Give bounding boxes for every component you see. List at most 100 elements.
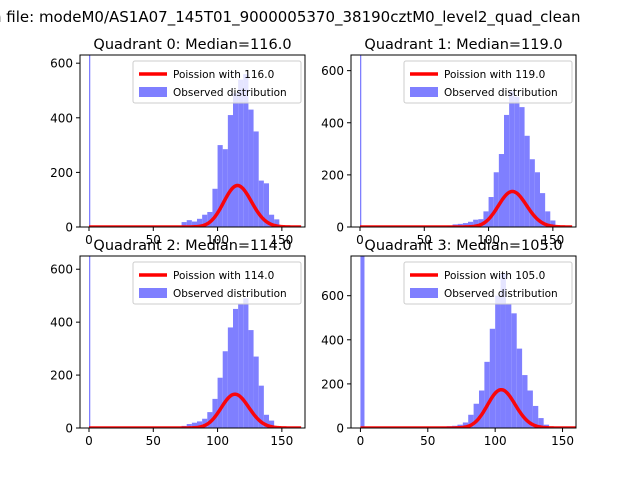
y-tick-label: 200: [321, 377, 344, 391]
histogram-bar: [269, 420, 275, 428]
histogram-bar: [263, 183, 269, 227]
x-tick-label: 150: [541, 233, 564, 247]
x-tick-label: 150: [551, 434, 574, 448]
x-tick-label: 50: [146, 434, 161, 448]
histogram-bar: [227, 327, 233, 428]
legend-observed-swatch: [139, 87, 167, 97]
histogram-bar: [484, 361, 490, 428]
histogram-bar: [197, 218, 203, 227]
histogram-bar: [258, 385, 264, 428]
histogram-bar: [212, 398, 218, 428]
histogram-bar: [207, 211, 213, 227]
histogram-bar: [258, 180, 264, 227]
y-tick-label: 0: [336, 221, 344, 235]
histogram-bar: [89, 55, 91, 227]
histogram-bar: [253, 356, 259, 428]
y-tick-label: 0: [65, 221, 73, 235]
histogram-bar: [243, 298, 249, 428]
y-tick-label: 600: [321, 64, 344, 78]
legend-poisson-label: Poission with 114.0: [173, 270, 274, 282]
histogram-bar: [222, 351, 228, 428]
legend-observed-label: Observed distribution: [444, 87, 558, 99]
histogram-bar: [269, 214, 275, 227]
x-tick-label: 150: [270, 434, 293, 448]
x-tick-label: 150: [270, 233, 293, 247]
histogram-bar: [489, 328, 496, 428]
y-tick-label: 600: [50, 263, 73, 277]
histogram-bar: [233, 308, 239, 428]
histogram-bar: [181, 222, 187, 227]
legend-box: [403, 60, 573, 104]
quadrant-0-legend: Poission with 116.0 Observed distribution: [132, 60, 302, 104]
histogram-bar: [488, 197, 494, 227]
legend-observed-label: Observed distribution: [173, 87, 287, 99]
histogram-bar: [529, 159, 535, 227]
histogram-bar: [500, 273, 506, 428]
histogram-bar: [248, 109, 254, 227]
histogram-bar: [360, 55, 362, 227]
histogram-bar: [514, 96, 520, 227]
quadrant-2-plot: Quadrant 2: Median=114.0 0 50 100 150 0 200 400…: [50, 238, 306, 448]
histogram-bar: [468, 414, 474, 428]
y-tick-label: 600: [321, 289, 344, 303]
histogram-bar: [202, 418, 208, 428]
histogram-bar: [186, 220, 192, 227]
legend-box: [132, 60, 302, 104]
histogram-bar: [191, 422, 197, 428]
quadrant-1-legend: Poission with 119.0 Observed distribution: [403, 60, 573, 104]
histogram-bar: [238, 79, 244, 227]
quadrant-3-plot-area: [360, 256, 576, 428]
histogram-bar: [253, 131, 259, 227]
histogram-bar: [212, 188, 218, 227]
histogram-bar: [478, 390, 485, 428]
quadrant-1-axes-frame: [350, 54, 577, 228]
histogram-bar: [495, 295, 501, 428]
histogram-bar: [462, 223, 468, 227]
y-tick-label: 0: [65, 422, 73, 436]
quadrant-3-legend: Poission with 105.0 Observed distribution: [403, 261, 573, 305]
x-tick-label: 50: [146, 233, 161, 247]
y-tick-label: 0: [336, 422, 344, 436]
y-tick-label: 400: [321, 333, 344, 347]
x-tick-label: 100: [206, 233, 229, 247]
histogram-bar: [468, 221, 474, 227]
y-tick-label: 200: [321, 168, 344, 182]
histogram-bar: [238, 303, 244, 428]
legend-observed-swatch: [410, 87, 438, 97]
histogram-bar: [202, 214, 208, 227]
histogram-bar: [516, 348, 523, 428]
figure-suptitle: n file: modeM0/AS1A07_145T01_9000005370_…: [0, 8, 581, 27]
x-tick-label: 0: [357, 434, 365, 448]
histogram-bar: [493, 172, 499, 227]
legend-observed-label: Observed distribution: [444, 288, 558, 300]
x-tick-label: 50: [420, 434, 435, 448]
histogram-bar: [534, 172, 540, 227]
histogram-bar: [519, 107, 525, 227]
quadrant-0-plot-area: [89, 55, 302, 227]
legend-observed-label: Observed distribution: [173, 288, 287, 300]
quadrant-1-plot: Quadrant 1: Median=119.0 0 50 100 150 0 200 400…: [321, 37, 577, 247]
y-tick-label: 600: [50, 57, 73, 71]
histogram-bar: [243, 74, 249, 227]
quadrant-0-plot: Quadrant 0: Median=116.0 0 50 100 150 0 200 400…: [50, 37, 306, 247]
quadrant-1-title: Quadrant 1: Median=119.0: [364, 37, 562, 53]
histogram-bar: [527, 390, 533, 428]
histogram-bar: [538, 418, 544, 428]
histogram-bar: [483, 211, 489, 227]
x-tick-label: 100: [206, 434, 229, 448]
histogram-bar: [498, 154, 504, 227]
quadrant-2-axes-frame: [79, 255, 306, 429]
histogram-bar: [532, 405, 539, 428]
histogram-bar: [360, 256, 365, 428]
histogram-bar: [540, 193, 546, 227]
legend-poisson-label: Poission with 119.0: [444, 69, 545, 81]
histogram-bar: [217, 377, 223, 428]
histogram-bar: [263, 414, 269, 428]
histogram-bar: [222, 149, 228, 227]
y-tick-label: 400: [321, 116, 344, 130]
histogram-bar: [89, 256, 91, 428]
x-tick-label: 0: [85, 434, 93, 448]
histogram-bar: [511, 313, 517, 428]
histogram-bar: [217, 145, 223, 227]
quadrant-3-axes-frame: [350, 255, 577, 429]
